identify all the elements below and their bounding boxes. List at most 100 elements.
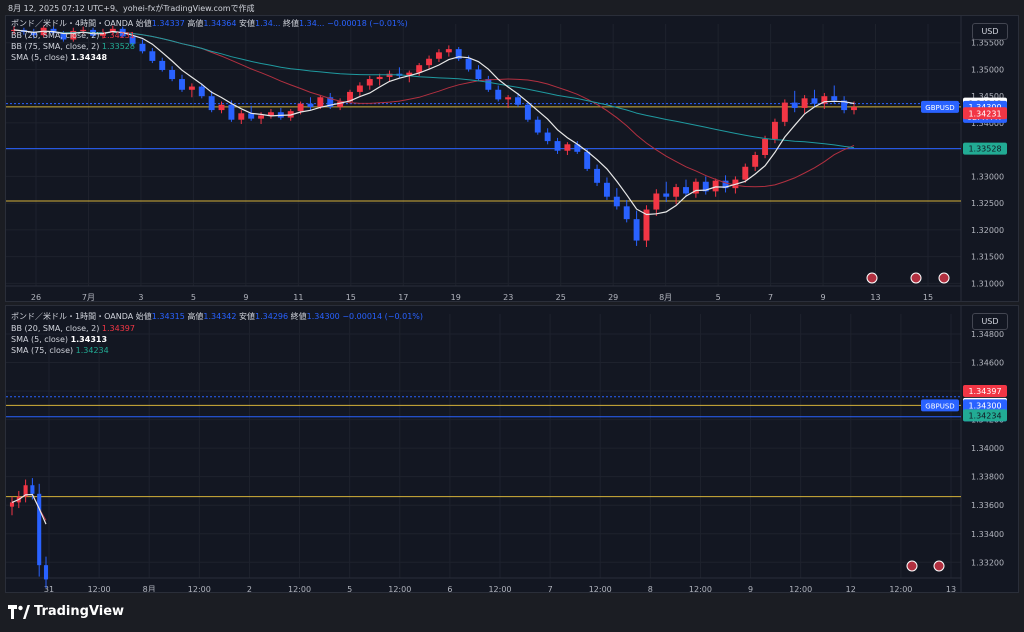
chart-canvas-1h[interactable]: 1.348001.346001.344001.342001.340001.338… bbox=[6, 306, 1018, 592]
candle-body bbox=[297, 103, 304, 112]
candle-body bbox=[30, 32, 37, 36]
y-tick-label: 1.32500 bbox=[971, 199, 1004, 208]
candle-body bbox=[426, 58, 433, 66]
candle-body bbox=[683, 187, 689, 194]
candle-body bbox=[534, 119, 541, 133]
candle-body bbox=[406, 72, 413, 76]
x-tick-label: 12:00 bbox=[188, 585, 211, 592]
candle-body bbox=[80, 29, 87, 31]
candle-body bbox=[594, 168, 601, 183]
x-tick-label: 23 bbox=[503, 293, 513, 301]
x-tick-label: 26 bbox=[31, 293, 41, 301]
x-tick-label: 25 bbox=[556, 293, 566, 301]
candle-body bbox=[327, 97, 334, 107]
chart-pane-4h[interactable]: 1.355001.350001.345001.340001.335001.330… bbox=[5, 15, 1019, 302]
candle-body bbox=[643, 209, 650, 241]
candle-body bbox=[455, 49, 462, 59]
candle-body bbox=[465, 58, 472, 70]
x-tick-label: 12 bbox=[846, 585, 856, 592]
symbol-tag-text: GBPUSD bbox=[925, 104, 954, 112]
candle-body bbox=[544, 132, 551, 142]
currency-button-1h[interactable]: USD bbox=[972, 313, 1008, 330]
legend-sma5-1h[interactable]: SMA (5, close) 1.34313 bbox=[11, 335, 108, 344]
x-tick-label: 13 bbox=[870, 293, 880, 301]
x-tick-label: 6 bbox=[447, 585, 452, 592]
candle-body bbox=[801, 98, 808, 108]
bb75-midline bbox=[13, 29, 855, 149]
price-label-text-bb20: 1.34397 bbox=[968, 387, 1001, 396]
candle-body bbox=[287, 111, 294, 118]
candle-body bbox=[673, 187, 680, 197]
candle-body bbox=[366, 79, 373, 86]
candle-body bbox=[248, 113, 255, 119]
candle-body bbox=[43, 565, 49, 580]
x-tick-label: 12:00 bbox=[789, 585, 812, 592]
currency-button-4h[interactable]: USD bbox=[972, 23, 1008, 40]
y-tick-label: 1.34800 bbox=[971, 330, 1004, 339]
brand-name: TradingView bbox=[34, 604, 125, 619]
candle-body bbox=[386, 73, 393, 77]
price-label-sma75 bbox=[963, 409, 1007, 422]
candle-body bbox=[149, 51, 156, 61]
chart-canvas-4h[interactable]: 1.355001.350001.345001.340001.335001.330… bbox=[6, 16, 1018, 301]
x-tick-label: 2 bbox=[247, 585, 252, 592]
sma5-line bbox=[11, 493, 47, 525]
candle-body bbox=[564, 144, 571, 151]
chart-pane-1h[interactable]: 1.348001.346001.344001.342001.340001.338… bbox=[5, 305, 1019, 593]
candle-body bbox=[258, 115, 265, 119]
x-tick-label: 12:00 bbox=[889, 585, 912, 592]
y-tick-label: 1.34600 bbox=[971, 359, 1004, 368]
candle-body bbox=[30, 485, 35, 494]
price-label-text-price: 1.34300 bbox=[968, 401, 1001, 410]
x-tick-label: 8月 bbox=[143, 585, 156, 592]
candle-body bbox=[524, 104, 531, 120]
candle-body bbox=[37, 493, 42, 566]
economic-event-icon bbox=[866, 272, 878, 284]
candle-body bbox=[445, 49, 452, 53]
candle-body bbox=[23, 485, 28, 497]
candle-body bbox=[159, 60, 166, 70]
legend-sma5-4h[interactable]: SMA (5, close) 1.34348 bbox=[11, 53, 108, 62]
candle-body bbox=[317, 97, 324, 107]
legend-sma75-1h[interactable]: SMA (75, close) 1.34234 bbox=[11, 346, 109, 355]
candle-body bbox=[821, 96, 828, 104]
candle-body bbox=[485, 79, 492, 90]
legend-main-4h: ポンド／米ドル・4時間・OANDA 始値1.34337 高値1.34364 安値… bbox=[11, 19, 408, 28]
candle-body bbox=[613, 196, 620, 207]
candle-body bbox=[337, 101, 344, 107]
x-tick-label: 15 bbox=[346, 293, 356, 301]
candle-body bbox=[554, 141, 561, 151]
x-tick-label: 7月 bbox=[82, 293, 95, 301]
candle-body bbox=[307, 103, 314, 107]
candle-body bbox=[347, 91, 353, 102]
symbol-tag bbox=[921, 100, 959, 113]
candle-body bbox=[623, 206, 630, 220]
legend-bb20-1h[interactable]: BB (20, SMA, close, 2) 1.34397 bbox=[11, 324, 135, 333]
legend-main-1h: ポンド／米ドル・1時間・OANDA 始値1.34315 高値1.34342 安値… bbox=[11, 312, 423, 321]
y-tick-label: 1.34500 bbox=[971, 92, 1004, 101]
candle-body bbox=[742, 166, 749, 180]
y-tick-label: 1.35000 bbox=[971, 65, 1004, 74]
x-tick-label: 5 bbox=[347, 585, 352, 592]
price-label-text-bb20: 1.34231 bbox=[968, 109, 1001, 118]
x-tick-label: 7 bbox=[548, 585, 553, 592]
y-tick-label: 1.33800 bbox=[971, 473, 1004, 482]
economic-event-icon bbox=[906, 560, 918, 572]
y-tick-label: 1.35500 bbox=[971, 39, 1004, 48]
y-tick-label: 1.33200 bbox=[971, 558, 1004, 567]
x-tick-label: 11 bbox=[293, 293, 303, 301]
price-label-bb20 bbox=[963, 107, 1007, 120]
tradingview-logo[interactable]: TradingView bbox=[8, 604, 124, 619]
candle-body bbox=[70, 30, 77, 40]
x-tick-label: 12:00 bbox=[388, 585, 411, 592]
y-tick-label: 1.33000 bbox=[971, 172, 1004, 181]
legend-bb20-4h[interactable]: BB (20, SMA, close, 2) 1.34231 bbox=[11, 31, 135, 40]
x-tick-label: 12:00 bbox=[88, 585, 111, 592]
candle-body bbox=[663, 193, 670, 197]
candle-body bbox=[188, 86, 195, 90]
candle-body bbox=[475, 69, 482, 80]
legend-bb75-4h[interactable]: BB (75, SMA, close, 2) 1.33528 bbox=[11, 42, 135, 51]
x-tick-label: 12:00 bbox=[689, 585, 712, 592]
candle-body bbox=[495, 89, 502, 100]
x-tick-label: 12:00 bbox=[488, 585, 511, 592]
